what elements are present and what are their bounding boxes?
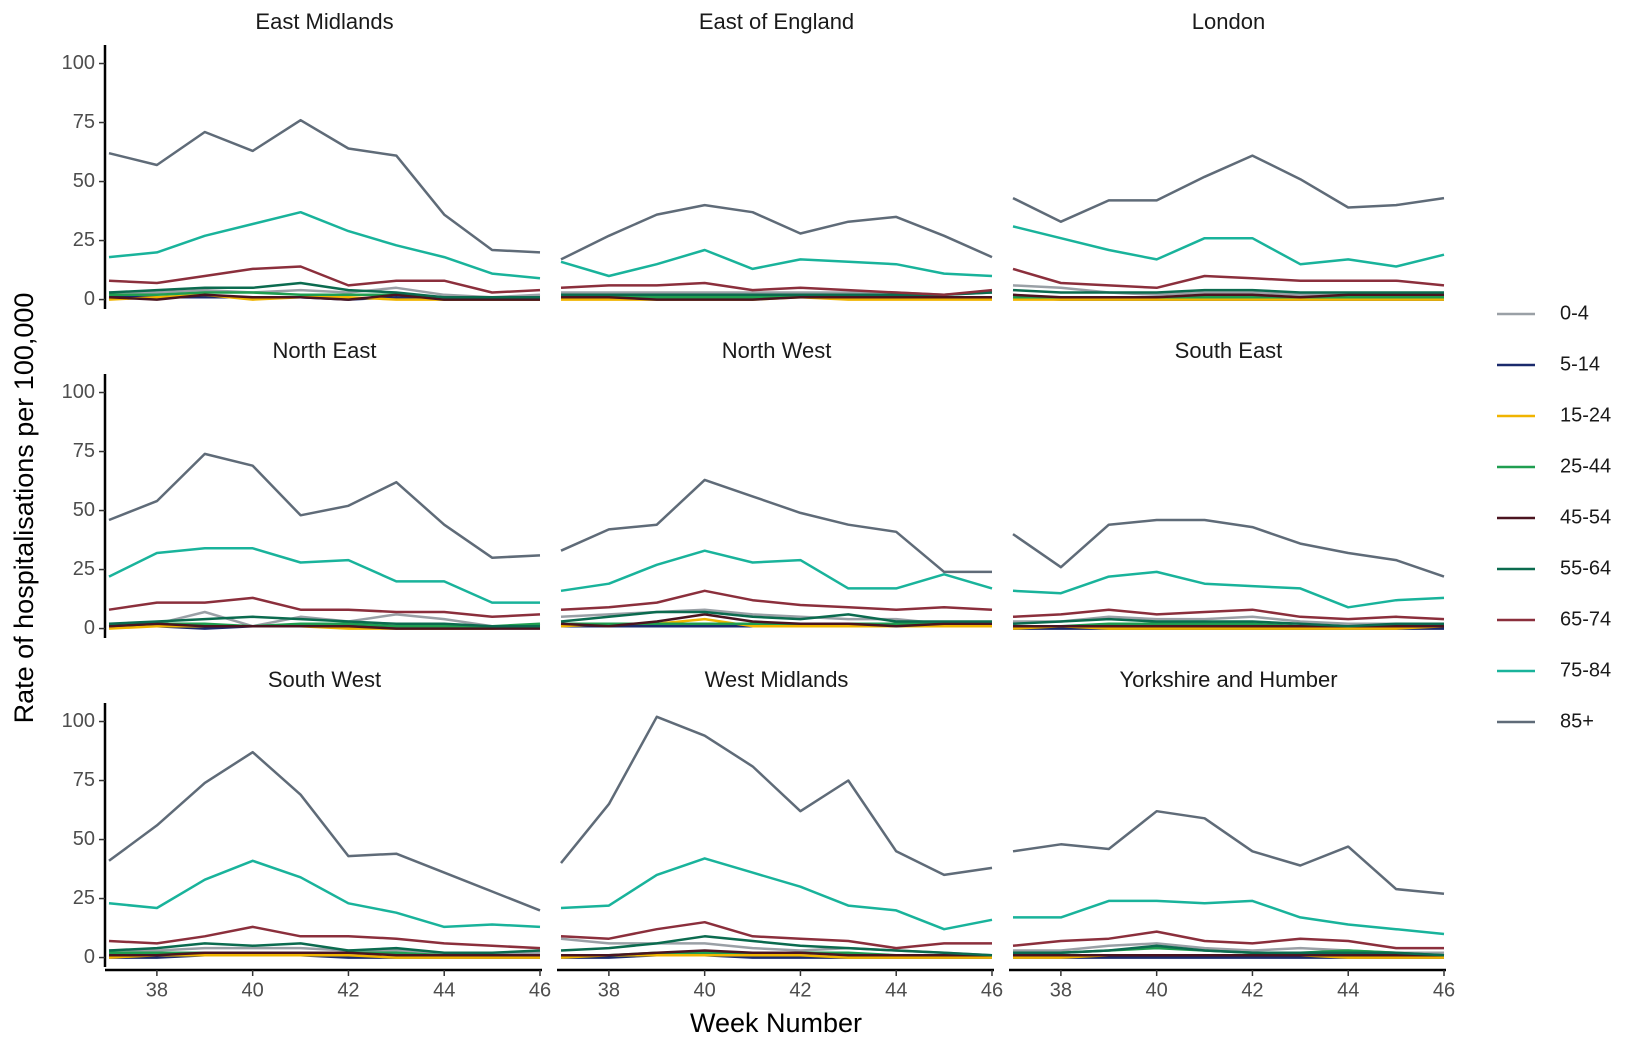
y-tick-label: 25 [73,887,95,909]
series-line [560,549,993,593]
series-line [109,951,540,957]
y-axis-label: Rate of hospitalisations per 100,000 [9,293,39,724]
series-line [108,925,541,950]
series-line [1013,899,1445,936]
y-tick-label: 75 [73,111,95,133]
panel-title: West Midlands [705,667,849,692]
x-tick-label: 46 [529,979,551,1001]
y-tick-label: 25 [73,558,95,580]
x-axis-label: Week Number [690,1008,862,1038]
x-tick-label: 42 [1241,979,1263,1001]
series-line [108,210,541,280]
series-line [1012,267,1445,290]
x-tick-label: 40 [1146,979,1168,1001]
x-tick-label: 44 [433,979,455,1001]
series-line [108,859,541,929]
y-tick-label: 100 [62,710,95,732]
x-tick-label: 42 [789,979,811,1001]
series-line [560,203,993,261]
series-line [1012,930,1444,950]
series-line [560,935,993,957]
panel-title: London [1192,9,1265,34]
legend-label: 55-64 [1560,557,1611,579]
y-tick-label: 50 [73,499,95,521]
series-line [1012,570,1445,609]
series-line [1012,809,1445,896]
series-line [1012,293,1444,299]
y-tick-label: 50 [73,828,95,850]
panel-title: East of England [699,9,854,34]
x-tick-label: 42 [337,979,359,1001]
legend-label: 65-74 [1560,608,1611,630]
y-tick-label: 0 [84,288,95,310]
series-line [1012,288,1444,294]
series-line [108,281,540,299]
x-tick-label: 46 [981,979,1003,1001]
series-line [108,452,541,559]
panel-title: South East [1175,338,1283,363]
series-line [1012,608,1445,621]
series-line [561,295,992,301]
series-line [108,265,541,294]
y-tick-label: 75 [73,440,95,462]
y-tick-label: 75 [73,769,95,791]
panel-title: South West [268,667,381,692]
y-tick-label: 100 [62,381,95,403]
x-tick-label: 38 [1050,979,1072,1001]
x-tick-label: 46 [1433,979,1455,1001]
legend-label: 5-14 [1560,353,1600,375]
legend-label: 75-84 [1560,659,1611,681]
y-tick-label: 25 [73,229,95,251]
x-tick-label: 44 [885,979,907,1001]
x-tick-label: 38 [146,979,168,1001]
legend-label: 15-24 [1560,404,1611,426]
panel-title: Yorkshire and Humber [1119,667,1337,692]
x-tick-label: 38 [598,979,620,1001]
legend-label: 25-44 [1560,455,1611,477]
x-tick-label: 40 [694,979,716,1001]
series-line [560,589,993,611]
series-line [108,293,540,301]
series-line [560,715,993,877]
x-tick-label: 44 [1337,979,1359,1001]
series-line [1013,944,1445,957]
series-line [108,622,540,630]
x-tick-label: 40 [242,979,264,1001]
series-line [560,857,993,931]
series-line [108,118,541,254]
legend-label: 0-4 [1560,302,1589,324]
series-line [560,478,992,574]
series-line [1012,225,1445,268]
series-line [108,615,540,628]
y-tick-label: 50 [73,170,95,192]
series-line [560,613,992,628]
series-line [1012,617,1444,628]
series-line [560,610,992,623]
series-line [560,281,993,297]
panel-title: North East [273,338,377,363]
panel-title: East Midlands [255,9,393,34]
series-line [108,596,541,619]
series-line [560,248,993,278]
legend-label: 45-54 [1560,506,1611,528]
series-line [108,750,541,912]
legend-label: 85+ [1560,710,1594,732]
y-tick-label: 0 [84,617,95,639]
series-line [108,547,540,604]
y-tick-label: 100 [62,52,95,74]
panel-title: North West [722,338,832,363]
y-tick-label: 0 [84,946,95,968]
series-line [1012,154,1445,223]
series-line [108,942,541,955]
series-line [560,920,992,950]
series-line [1012,518,1445,578]
series-line [561,949,992,957]
